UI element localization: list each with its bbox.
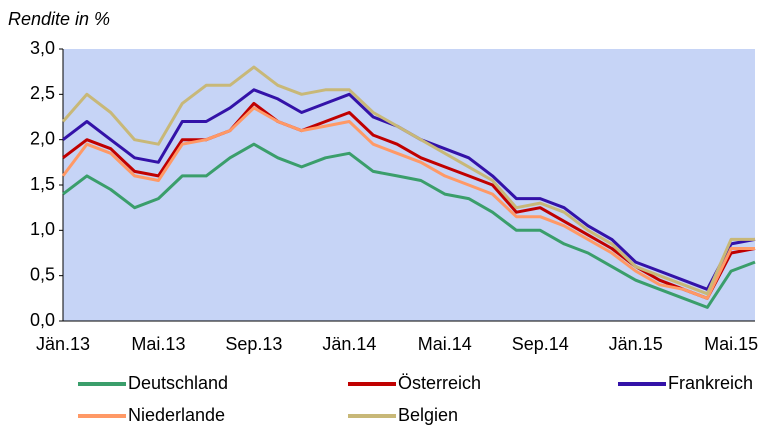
series-line bbox=[61, 106, 755, 300]
x-tick-label: Mai.15 bbox=[704, 334, 758, 354]
legend-label: Belgien bbox=[398, 405, 458, 425]
y-tick-label: 1,5 bbox=[30, 174, 55, 194]
x-tick-label: Mai.13 bbox=[131, 334, 185, 354]
legend-label: Österreich bbox=[398, 373, 481, 393]
x-tick-label: Mai.14 bbox=[418, 334, 472, 354]
legend-label: Deutschland bbox=[128, 373, 228, 393]
x-tick-label: Jän.14 bbox=[322, 334, 376, 354]
x-tick-label: Jän.15 bbox=[609, 334, 663, 354]
y-tick-label: 1,0 bbox=[30, 219, 55, 239]
legend-label: Niederlande bbox=[128, 405, 225, 425]
x-tick-label: Sep.14 bbox=[512, 334, 569, 354]
y-tick-label: 0,0 bbox=[30, 310, 55, 330]
chart-title: Rendite in % bbox=[8, 9, 110, 29]
y-tick-label: 3,0 bbox=[30, 38, 55, 58]
plot-area bbox=[63, 49, 755, 321]
x-tick-label: Jän.13 bbox=[36, 334, 90, 354]
series-line bbox=[62, 142, 756, 309]
y-tick-label: 2,5 bbox=[30, 83, 55, 103]
y-tick-label: 0,5 bbox=[30, 264, 55, 284]
x-tick-label: Sep.13 bbox=[225, 334, 282, 354]
y-tick-label: 2,0 bbox=[30, 128, 55, 148]
series-line bbox=[61, 65, 755, 296]
legend-label: Frankreich bbox=[668, 373, 753, 393]
